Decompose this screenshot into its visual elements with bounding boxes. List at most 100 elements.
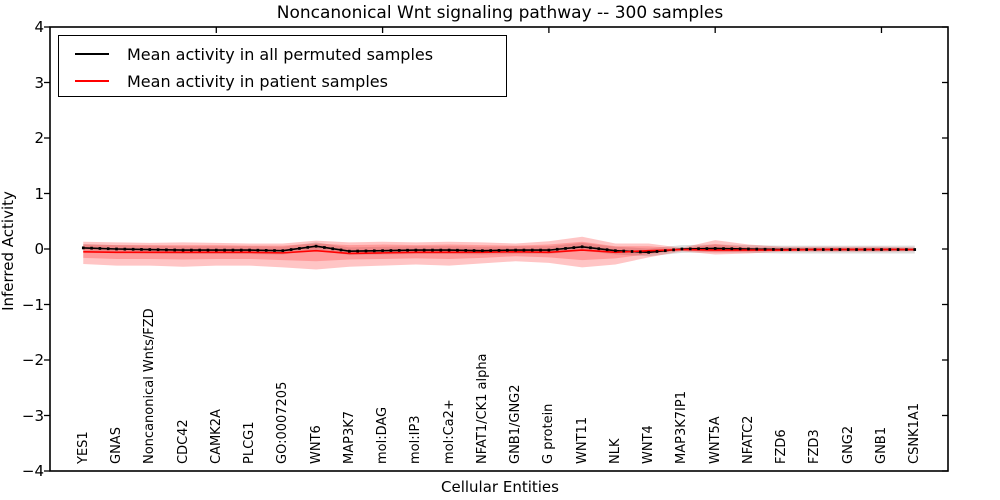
- x-entity-label: NFATC2: [740, 415, 756, 464]
- permuted-line-marker: [680, 247, 684, 251]
- permuted-line-marker: [597, 247, 601, 251]
- permuted-line-marker: [248, 248, 251, 252]
- permuted-line-marker: [614, 249, 617, 253]
- x-entity-label: NFAT1/CK1 alpha: [474, 353, 490, 464]
- permuted-line-marker: [813, 248, 817, 251]
- permuted-line-marker: [547, 248, 551, 252]
- permuted-line-marker: [456, 248, 459, 252]
- permuted-line-marker: [439, 248, 443, 252]
- permuted-line-marker: [580, 245, 584, 249]
- x-entity-label: GNB1: [873, 427, 889, 464]
- x-entity-label: CAMK2A: [208, 409, 224, 464]
- x-entity-label: WNT5A: [707, 416, 723, 464]
- x-entity-label: WNT11: [574, 416, 590, 464]
- x-entity-label: MAP3K7IP1: [674, 391, 690, 464]
- permuted-line-marker: [630, 250, 634, 253]
- x-axis-label: Cellular Entities: [441, 478, 559, 496]
- permuted-line-marker: [281, 249, 285, 253]
- permuted-line-marker: [406, 248, 409, 252]
- chart-title: Noncanonical Wnt signaling pathway -- 30…: [276, 3, 724, 23]
- permuted-line-marker: [896, 248, 900, 251]
- permuted-line-marker: [323, 246, 326, 249]
- permuted-line-marker: [780, 248, 784, 251]
- x-entity-label: NLK: [607, 438, 623, 465]
- patient-mean-line-sample: [75, 80, 109, 82]
- y-tick-label: −1: [21, 295, 44, 314]
- y-tick-label: −2: [21, 351, 44, 369]
- permuted-line-marker: [622, 249, 626, 253]
- permuted-line-marker: [913, 248, 917, 251]
- permuted-line-marker: [206, 248, 210, 252]
- permuted-line-marker: [797, 248, 800, 251]
- permuted-line-marker: [830, 248, 833, 251]
- permuted-line-marker: [722, 247, 725, 250]
- x-entity-label: FZD6: [774, 429, 790, 464]
- y-tick-label: 1: [34, 184, 44, 203]
- permuted-line-marker: [530, 248, 534, 252]
- permuted-line-marker: [738, 247, 742, 251]
- permuted-line-marker: [464, 248, 468, 252]
- permuted-line-marker: [697, 247, 700, 251]
- y-tick-label: 4: [34, 18, 44, 36]
- permuted-line-marker: [863, 248, 867, 251]
- permuted-line-marker: [298, 247, 301, 250]
- permuted-line-marker: [389, 249, 393, 252]
- permuted-line-marker: [140, 248, 143, 251]
- permuted-line-marker: [821, 248, 825, 251]
- permuted-line-marker: [81, 246, 85, 250]
- permuted-line-marker: [181, 248, 185, 252]
- permuted-line-marker: [190, 248, 193, 252]
- x-entity-label: WNT6: [308, 425, 324, 464]
- permuted-line-marker: [605, 248, 609, 252]
- permuted-line-marker: [397, 248, 401, 252]
- permuted-line-marker: [156, 248, 160, 252]
- permuted-line-marker: [855, 248, 858, 251]
- patient-mean-line: [83, 248, 915, 255]
- permuted-line-marker: [348, 249, 351, 253]
- permuted-line-marker: [730, 247, 734, 251]
- permuted-line-marker: [655, 250, 659, 253]
- permuted-line-marker: [705, 247, 709, 250]
- x-entity-label: YES1: [75, 431, 91, 464]
- permuted-line-marker: [431, 248, 434, 252]
- permuted-line-marker: [755, 247, 759, 251]
- permuted-line-marker: [115, 247, 118, 251]
- permuted-line-marker: [481, 249, 484, 253]
- y-tick-label: 2: [34, 129, 44, 147]
- permuted-line-marker: [663, 249, 667, 253]
- permuted-line-marker: [381, 249, 384, 253]
- y-tick-label: −4: [21, 462, 44, 480]
- permuted-line-marker: [555, 247, 559, 251]
- permuted-line-marker: [223, 248, 226, 252]
- permuted-line-marker: [514, 248, 517, 252]
- permuted-line-marker: [256, 248, 260, 252]
- legend-entry-patient: Mean activity in patient samples: [59, 69, 388, 93]
- permuted-line-marker: [314, 244, 318, 248]
- permuted-line-marker: [713, 247, 717, 250]
- x-entity-label: G protein: [541, 403, 557, 464]
- x-entity-label: CSNK1A1: [907, 402, 923, 464]
- permuted-line-marker: [489, 249, 492, 252]
- permuted-line-marker: [763, 247, 767, 251]
- x-entity-label: CDC42: [175, 419, 191, 464]
- x-entity-label: Noncanonical Wnts/FZD: [142, 308, 158, 464]
- x-entity-label: GNB1/GNG2: [508, 384, 524, 464]
- permuted-line-marker: [331, 247, 335, 251]
- x-entity-label: FZD3: [807, 429, 823, 464]
- permuted-line-marker: [422, 248, 426, 252]
- legend-label-permuted: Mean activity in all permuted samples: [127, 44, 434, 64]
- permuted-line-marker: [148, 248, 152, 251]
- permuted-line-marker: [90, 246, 93, 250]
- permuted-line-marker: [880, 248, 883, 251]
- permuted-line-marker: [231, 248, 235, 252]
- permuted-line-marker: [472, 249, 476, 252]
- permuted-line-marker: [198, 248, 201, 252]
- permuted-mean-line-sample: [75, 53, 109, 55]
- permuted-line-marker: [173, 248, 177, 252]
- permuted-line-marker: [688, 247, 692, 251]
- y-tick-label: −3: [21, 406, 44, 425]
- permuted-line-marker: [639, 250, 642, 254]
- permuted-line-marker: [772, 248, 775, 251]
